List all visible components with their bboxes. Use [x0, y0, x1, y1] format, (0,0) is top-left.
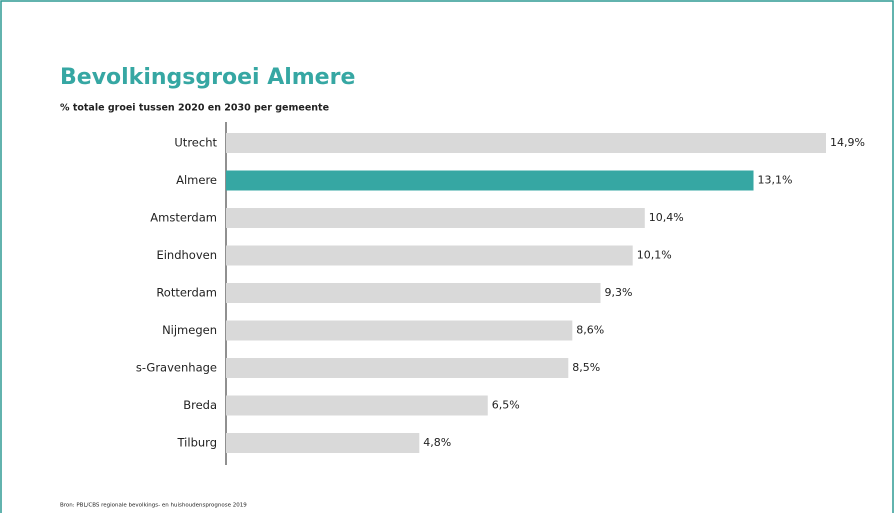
value-label: 14,9% [830, 136, 865, 149]
category-label: Nijmegen [162, 323, 217, 337]
category-label: Utrecht [174, 136, 217, 150]
chart-subtitle: % totale groei tussen 2020 en 2030 per g… [60, 103, 329, 114]
category-label: Rotterdam [156, 286, 217, 300]
category-label: Eindhoven [156, 248, 217, 262]
value-label: 10,1% [637, 249, 672, 262]
category-label: s-Gravenhage [136, 361, 217, 375]
bar [226, 283, 601, 303]
value-label: 4,8% [423, 436, 451, 449]
bar [226, 245, 633, 266]
category-label: Breda [183, 398, 217, 412]
value-label: 13,1% [758, 174, 793, 187]
bar [226, 133, 826, 153]
category-label: Tilburg [177, 436, 217, 450]
category-label: Amsterdam [150, 211, 217, 225]
bar [226, 433, 420, 453]
bar [226, 395, 488, 416]
bar [226, 208, 645, 228]
value-label: 9,3% [604, 286, 632, 299]
value-label: 8,5% [572, 361, 600, 374]
chart-title: Bevolkingsgroei Almere [60, 65, 355, 90]
category-label: Almere [176, 173, 217, 187]
value-label: 8,6% [576, 324, 604, 337]
value-label: 6,5% [492, 399, 520, 412]
bar [226, 358, 569, 378]
bar [226, 320, 573, 341]
value-label: 10,4% [649, 211, 684, 224]
source: Bron: PBL/CBS regionale bevolkings- en h… [60, 503, 247, 509]
bar [226, 170, 754, 191]
